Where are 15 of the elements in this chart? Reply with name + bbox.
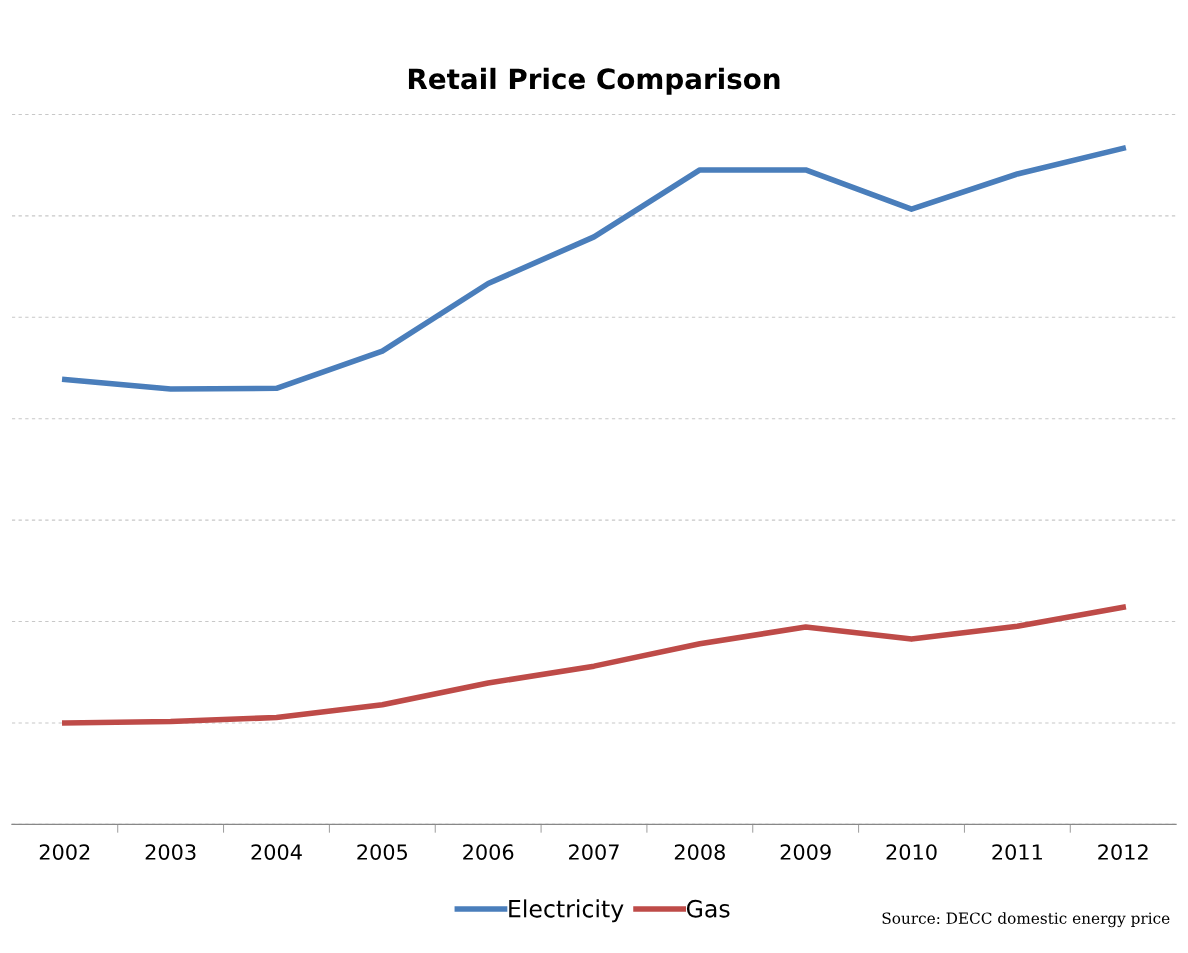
x-tick-label: 2010 (886, 844, 937, 860)
x-tick-label: 2003 (145, 844, 196, 860)
legend-label: Gas (686, 899, 730, 918)
x-tick-label: 2005 (357, 844, 408, 860)
x-tick-label: 2011 (992, 844, 1042, 860)
x-tick-label: 2002 (39, 844, 90, 860)
x-tick-label: 2007 (569, 844, 619, 860)
source-note: Source: DECC domestic energy price (882, 912, 1170, 928)
legend-label: Electricity (509, 899, 624, 923)
x-tick-label: 2006 (463, 844, 514, 860)
x-tick-label: 2008 (674, 844, 725, 860)
chart-title: Retail Price Comparison (408, 67, 780, 95)
x-tick-label: 2012 (1098, 844, 1148, 860)
x-tick-label: 2009 (780, 844, 831, 860)
x-tick-label: 2004 (251, 844, 302, 860)
